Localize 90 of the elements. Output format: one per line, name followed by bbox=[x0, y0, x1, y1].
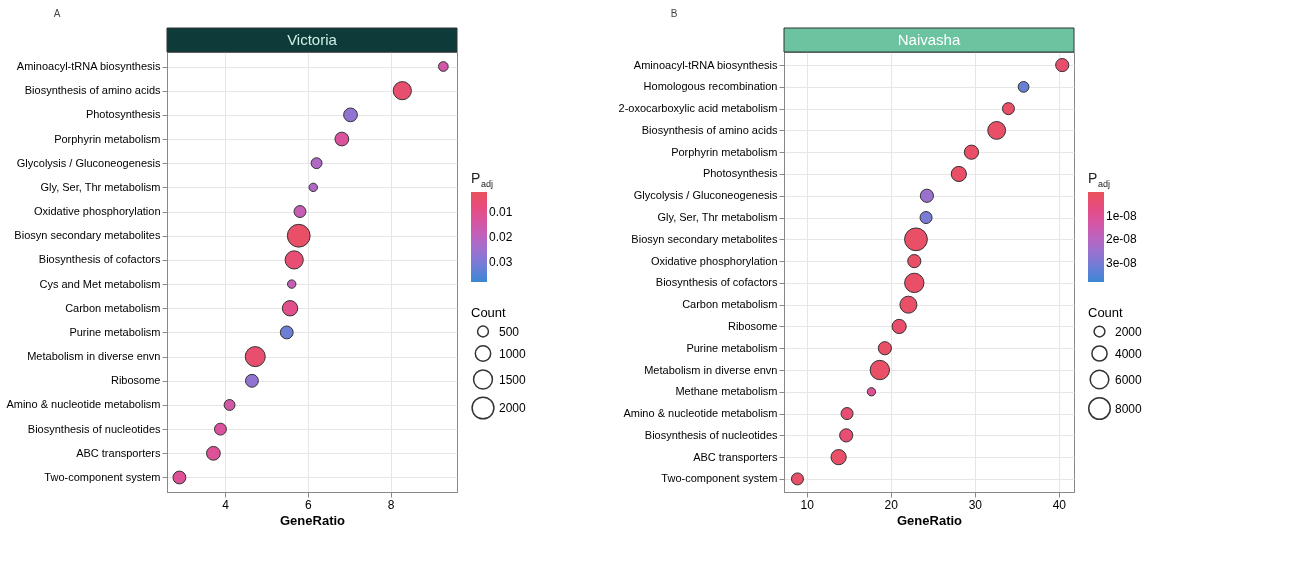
point bbox=[919, 211, 933, 225]
point bbox=[877, 341, 892, 356]
point bbox=[172, 470, 187, 485]
y-tick-label: Purine metabolism bbox=[69, 325, 161, 338]
text: B bbox=[670, 8, 678, 19]
y-tick-label: Ribosome bbox=[727, 319, 778, 332]
chart-title: Naivasha bbox=[897, 31, 961, 48]
point bbox=[310, 157, 323, 170]
color-bar-label: 0.01 bbox=[489, 205, 513, 219]
y-tick-label: ABC transporters bbox=[76, 446, 161, 459]
y-tick-label: Glycolysis / Gluconeogenesis bbox=[633, 189, 778, 202]
y-tick-label: Biosynthesis of nucleotides bbox=[27, 422, 161, 435]
x-tick-label: 20 bbox=[884, 497, 899, 512]
y-tick-label: Biosynthesis of amino acids bbox=[24, 84, 161, 97]
x-tick-label: 8 bbox=[387, 497, 395, 512]
point bbox=[830, 449, 847, 466]
y-tick-label: Biosynthesis of cofactors bbox=[38, 253, 161, 266]
point bbox=[343, 107, 358, 123]
legend-title: Count bbox=[471, 305, 507, 320]
point bbox=[206, 445, 221, 461]
y-tick-label: Porphyrin metabolism bbox=[671, 145, 778, 158]
y-tick-label: Porphyrin metabolism bbox=[54, 132, 161, 145]
y-tick-label: Amino & nucleotide metabolism bbox=[6, 398, 161, 411]
point bbox=[213, 422, 227, 436]
point bbox=[963, 144, 980, 160]
chart-title: Victoria bbox=[287, 31, 338, 48]
point bbox=[293, 205, 307, 218]
point bbox=[281, 300, 299, 317]
point bbox=[1055, 58, 1070, 73]
y-tick-label: Photosynthesis bbox=[702, 167, 778, 180]
y-tick-label: Ribosome bbox=[110, 374, 161, 387]
legend-label: 2000 bbox=[1115, 324, 1143, 339]
text: A bbox=[53, 8, 61, 19]
y-tick-label: Two-component system bbox=[44, 470, 161, 483]
y-tick-label: Homologous recombination bbox=[643, 80, 778, 93]
y-tick-label: Methane metabolism bbox=[675, 385, 778, 398]
y-tick-label: Carbon metabolism bbox=[682, 298, 778, 311]
x-tick-label: 4 bbox=[222, 497, 230, 512]
point bbox=[907, 254, 922, 269]
x-tick-label: 10 bbox=[800, 497, 815, 512]
y-tick-label: 2-oxocarboxylic acid metabolism bbox=[618, 102, 778, 115]
x-tick-label: 30 bbox=[968, 497, 983, 512]
point bbox=[839, 428, 854, 443]
y-tick-label: Aminoacyl-tRNA biosynthesis bbox=[633, 58, 778, 71]
point bbox=[1001, 102, 1015, 116]
color-bar-label: 0.03 bbox=[489, 255, 513, 269]
y-tick-label: Aminoacyl-tRNA biosynthesis bbox=[16, 60, 161, 73]
x-axis-title: GeneRatio bbox=[896, 512, 963, 528]
y-tick-label: Gly, Ser, Thr metabolism bbox=[40, 180, 161, 193]
y-tick-label: Purine metabolism bbox=[686, 341, 778, 354]
color-bar-label: 1e-08 bbox=[1106, 208, 1138, 223]
point bbox=[1017, 80, 1030, 93]
color-bar-label: 2e-08 bbox=[1106, 232, 1138, 247]
y-tick-label: Carbon metabolism bbox=[65, 301, 161, 314]
y-tick-label: ABC transporters bbox=[693, 450, 778, 463]
point bbox=[919, 188, 934, 203]
point bbox=[891, 318, 907, 335]
color-bar-label: 0.02 bbox=[489, 230, 513, 244]
y-tick-label: Biosyn secondary metabolites bbox=[14, 229, 161, 242]
y-tick-label: Biosynthesis of cofactors bbox=[655, 276, 778, 289]
y-tick-label: Biosynthesis of amino acids bbox=[641, 123, 778, 136]
y-tick-label: Gly, Ser, Thr metabolism bbox=[657, 211, 778, 224]
x-axis-title: GeneRatio bbox=[279, 512, 346, 528]
y-tick-label: Oxidative phosphorylation bbox=[33, 205, 161, 218]
y-tick-label: Cys and Met metabolism bbox=[39, 277, 161, 290]
legend-label: 8000 bbox=[1115, 401, 1143, 416]
y-tick-label: Two-component system bbox=[661, 472, 778, 485]
y-tick-label: Biosynthesis of nucleotides bbox=[644, 428, 778, 441]
point bbox=[279, 325, 294, 340]
y-tick-label: Metabolism in diverse envn bbox=[27, 350, 161, 363]
point bbox=[334, 131, 350, 147]
y-tick-label: Photosynthesis bbox=[85, 108, 161, 121]
point bbox=[790, 472, 804, 486]
point bbox=[245, 373, 259, 388]
legend-label: 1000 bbox=[499, 346, 527, 361]
x-tick-label: 40 bbox=[1052, 497, 1067, 512]
x-tick-label: 6 bbox=[305, 497, 313, 512]
y-tick-label: Amino & nucleotide metabolism bbox=[623, 407, 778, 420]
legend-label: 6000 bbox=[1115, 372, 1143, 387]
legend-label: 1500 bbox=[499, 372, 527, 387]
y-tick-label: Oxidative phosphorylation bbox=[650, 254, 778, 267]
y-tick-label: Glycolysis / Gluconeogenesis bbox=[16, 156, 161, 169]
y-tick-label: Metabolism in diverse envn bbox=[644, 363, 778, 376]
y-tick-label: Biosyn secondary metabolites bbox=[631, 232, 778, 245]
legend-title: Count bbox=[1088, 305, 1124, 320]
legend-label: 500 bbox=[499, 324, 520, 339]
point bbox=[840, 407, 854, 421]
legend-label: 2000 bbox=[499, 401, 527, 415]
legend-label: 4000 bbox=[1115, 346, 1143, 361]
color-bar-label: 3e-08 bbox=[1106, 256, 1138, 271]
